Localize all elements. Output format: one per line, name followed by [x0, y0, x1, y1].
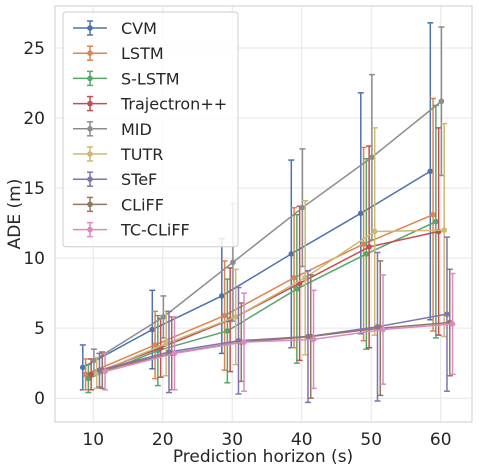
legend-marker	[87, 25, 93, 31]
data-point	[171, 350, 178, 357]
legend-box	[62, 11, 239, 248]
y-axis-title: ADE (m)	[5, 179, 25, 250]
legend-label: LSTM	[121, 44, 164, 63]
legend-label: STeF	[121, 170, 157, 189]
x-tick-label: 30	[221, 430, 243, 450]
data-point	[302, 274, 309, 281]
data-point	[299, 204, 306, 211]
legend-entry: MID	[73, 120, 152, 139]
legend-marker	[87, 151, 93, 157]
legend-label: TUTR	[120, 145, 163, 164]
data-point	[360, 241, 367, 247]
data-point	[449, 321, 456, 327]
data-point	[91, 357, 97, 364]
data-point	[221, 312, 228, 319]
y-tick-label: 15	[23, 179, 45, 199]
legend-marker	[87, 100, 93, 107]
series-s-lstm	[85, 104, 439, 394]
data-point	[371, 228, 378, 235]
data-point	[310, 336, 317, 343]
series-line	[93, 100, 442, 362]
data-point	[102, 368, 108, 375]
x-tick-label: 40	[291, 430, 313, 450]
data-point	[433, 218, 439, 225]
x-tick-label: 10	[82, 430, 104, 450]
data-point	[224, 328, 231, 334]
series-line	[104, 323, 453, 373]
data-point	[241, 339, 247, 345]
x-tick-label: 20	[152, 430, 174, 450]
data-point	[160, 314, 167, 320]
series-line	[96, 229, 445, 374]
legend-label: CLiFF	[121, 195, 164, 214]
data-point	[441, 227, 448, 233]
data-point	[291, 274, 297, 281]
data-point	[80, 364, 86, 371]
series-line	[99, 313, 448, 371]
data-point	[232, 314, 239, 320]
legend-marker	[87, 226, 93, 233]
data-point	[294, 286, 300, 292]
data-point	[369, 154, 375, 161]
legend-label: S-LSTM	[121, 69, 180, 88]
ticks: 10 20 30 40 50 60 0 5 10 15 20 25	[23, 39, 451, 450]
y-tick-label: 20	[23, 109, 45, 129]
legend-entry: TC-CLiFF	[73, 221, 190, 240]
legend-label: CVM	[121, 19, 157, 38]
data-point	[88, 371, 94, 378]
data-point	[82, 371, 89, 378]
data-point	[288, 251, 295, 257]
data-point	[366, 244, 372, 250]
data-point	[444, 311, 450, 317]
data-point	[363, 251, 370, 257]
legend-entry: STeF	[73, 170, 157, 189]
data-point	[163, 340, 169, 347]
legend-label: Trajectron++	[120, 95, 227, 114]
series-mid	[90, 26, 445, 373]
legend-entry: CLiFF	[73, 195, 164, 214]
data-point	[230, 259, 236, 266]
data-point	[380, 326, 386, 333]
legend-entry: S-LSTM	[73, 69, 180, 88]
series-layer	[79, 22, 456, 404]
legend-marker	[87, 201, 93, 208]
legend-label: TC-CLiFF	[120, 221, 190, 240]
legend-entry: TUTR	[73, 145, 163, 164]
data-point	[152, 342, 158, 348]
series-line	[102, 321, 450, 371]
legend-entry: Trajectron++	[73, 95, 227, 114]
series-line	[90, 230, 439, 376]
legend-marker	[87, 176, 93, 182]
y-tick-label: 0	[34, 389, 45, 409]
data-point	[358, 210, 364, 217]
legend-entry: LSTM	[73, 44, 164, 63]
data-point	[438, 98, 445, 105]
series-tutr	[93, 122, 448, 390]
y-tick-label: 10	[23, 249, 45, 269]
x-tick-label: 60	[430, 430, 452, 450]
legend: CVM LSTM S-LSTM Trajectron++ MID TUTR STeF CLiF…	[62, 11, 239, 248]
legend-marker	[87, 50, 93, 56]
legend-marker	[87, 75, 93, 82]
y-tick-label: 25	[23, 39, 45, 59]
x-tick-label: 50	[360, 430, 382, 450]
y-tick-label: 5	[34, 319, 45, 339]
data-point	[219, 293, 225, 299]
legend-label: MID	[121, 120, 152, 139]
series-tc-cliff	[102, 272, 456, 392]
x-axis-title: Prediction horizon (s)	[173, 447, 353, 467]
legend-marker	[87, 126, 93, 132]
data-point	[427, 168, 434, 175]
legend-entry: CVM	[73, 19, 157, 38]
data-point	[85, 375, 92, 382]
data-point	[430, 211, 436, 218]
series-stef	[96, 236, 450, 404]
series-line	[88, 221, 437, 380]
data-point	[149, 326, 156, 333]
series-cvm	[79, 22, 434, 391]
